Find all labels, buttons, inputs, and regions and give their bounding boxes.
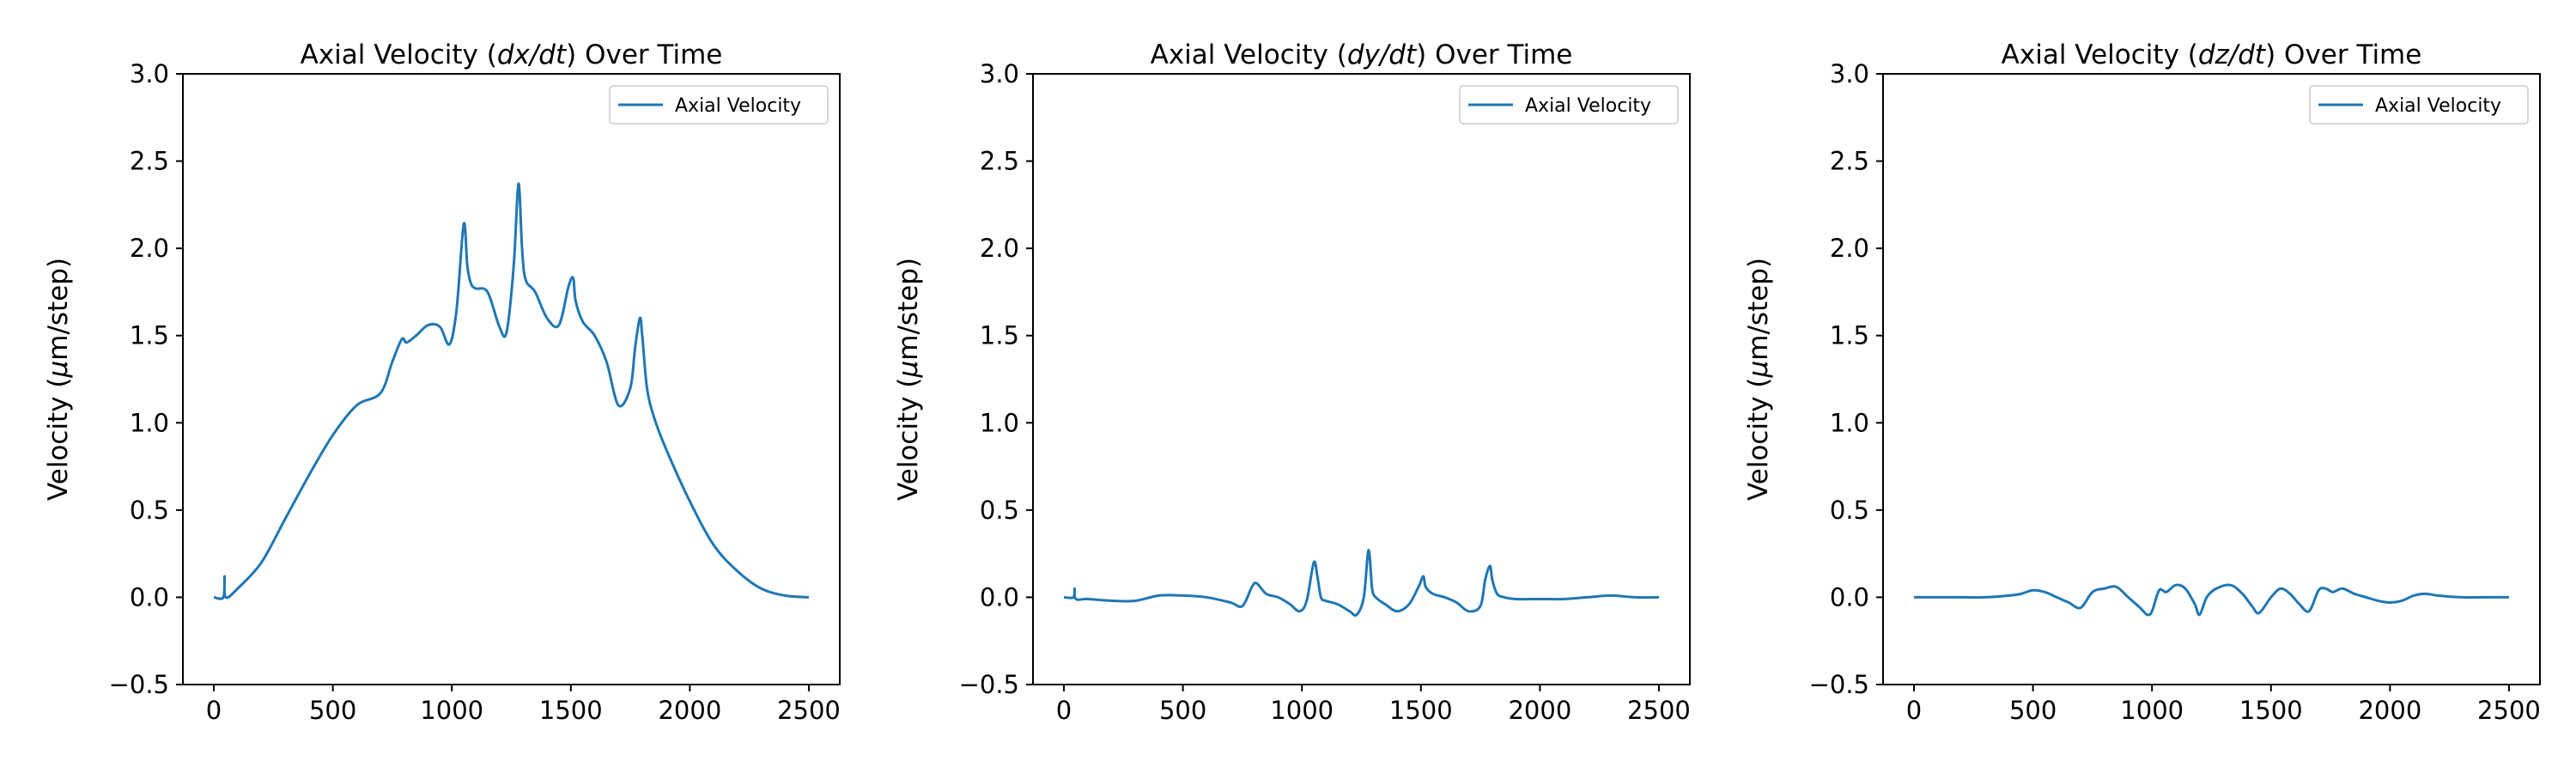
- y-tick-label: 2.0: [1830, 234, 1869, 263]
- x-tick-label: 2000: [658, 696, 721, 725]
- x-tick-label: 1000: [420, 696, 483, 725]
- y-tick-label: 1.0: [980, 408, 1019, 437]
- legend-entry-label: Axial Velocity: [1525, 95, 1651, 117]
- y-tick-label: 2.5: [1830, 147, 1869, 176]
- series-line-axial-velocity: [1063, 549, 1659, 618]
- subplot-2: 0 500 1000 1500 2000 2500 −0.5 0.0 0.5 1.0 1.5 2.0 2…: [893, 40, 1691, 725]
- x-tick-label: 1000: [1270, 696, 1334, 725]
- legend: Axial Velocity: [609, 85, 829, 125]
- y-tick-label: 0.5: [130, 496, 169, 525]
- y-tick-label: 1.5: [130, 321, 169, 350]
- y-tick-label: 2.5: [130, 147, 169, 176]
- x-tick-label: 500: [2009, 696, 2057, 725]
- x-tick-label: 0: [206, 696, 222, 725]
- legend: Axial Velocity: [2309, 85, 2529, 125]
- y-tick-label: −0.5: [959, 670, 1019, 699]
- chart-title: Axial Velocity (dy/dt) Over Time: [1151, 40, 1573, 70]
- y-tick-label: 0.0: [980, 582, 1019, 612]
- chart-title: Axial Velocity (dx/dt) Over Time: [301, 40, 723, 70]
- y-tick-label: 1.5: [980, 321, 1019, 350]
- axes-frame: [1882, 73, 2541, 685]
- x-tick-label: 2500: [1627, 696, 1691, 725]
- series-line-axial-velocity: [1914, 583, 2509, 617]
- chart-title: Axial Velocity (dz/dt) Over Time: [2002, 40, 2422, 70]
- y-axis-label: Velocity (μm/step): [893, 258, 924, 501]
- axes-frame: [1032, 73, 1691, 685]
- x-tick-label: 2500: [777, 696, 841, 725]
- legend-box: [1459, 85, 1679, 125]
- x-tick-label: 1000: [2120, 696, 2184, 725]
- y-tick-label: 1.0: [1830, 408, 1869, 437]
- x-tick-label: 500: [309, 696, 356, 725]
- x-tick-label: 2000: [2358, 696, 2421, 725]
- series-line-axial-velocity: [213, 182, 810, 600]
- y-tick-label: 0.0: [1830, 582, 1869, 612]
- y-tick-label: 0.0: [130, 582, 169, 612]
- x-tick-label: 0: [1906, 696, 1922, 725]
- y-tick-label: −0.5: [1809, 670, 1869, 699]
- legend: Axial Velocity: [1459, 85, 1679, 125]
- y-tick-label: 2.5: [980, 147, 1019, 176]
- y-tick-label: 3.0: [130, 59, 169, 88]
- x-tick-label: 1500: [1389, 696, 1453, 725]
- y-tick-label: −0.5: [109, 670, 169, 699]
- x-tick-label: 1500: [539, 696, 603, 725]
- y-tick-label: 3.0: [1830, 59, 1869, 88]
- y-axis-label: Velocity (μm/step): [43, 258, 74, 501]
- y-tick-label: 2.0: [980, 234, 1019, 263]
- x-tick-label: 0: [1056, 696, 1072, 725]
- subplot-1: 0 500 1000 1500 2000 2500 −0.5 0.0 0.5 1.0 1.5 2.0 2…: [43, 40, 841, 725]
- axes-frame: [182, 73, 841, 685]
- x-tick-label: 1500: [2239, 696, 2303, 725]
- y-tick-label: 0.5: [980, 496, 1019, 525]
- y-axis-label: Velocity (μm/step): [1743, 258, 1774, 501]
- subplot-3: 0 500 1000 1500 2000 2500 −0.5 0.0 0.5 1.0 1.5 2.0 2…: [1743, 40, 2541, 725]
- legend-box: [609, 85, 829, 125]
- legend-entry-label: Axial Velocity: [2375, 95, 2501, 117]
- y-tick-label: 1.0: [130, 408, 169, 437]
- legend-box: [2309, 85, 2529, 125]
- y-tick-label: 0.5: [1830, 496, 1869, 525]
- legend-entry-label: Axial Velocity: [675, 95, 801, 117]
- x-tick-label: 2500: [2477, 696, 2541, 725]
- y-tick-label: 1.5: [1830, 321, 1869, 350]
- x-tick-label: 2000: [1508, 696, 1571, 725]
- y-tick-label: 2.0: [130, 234, 169, 263]
- x-tick-label: 500: [1159, 696, 1206, 725]
- y-tick-label: 3.0: [980, 59, 1019, 88]
